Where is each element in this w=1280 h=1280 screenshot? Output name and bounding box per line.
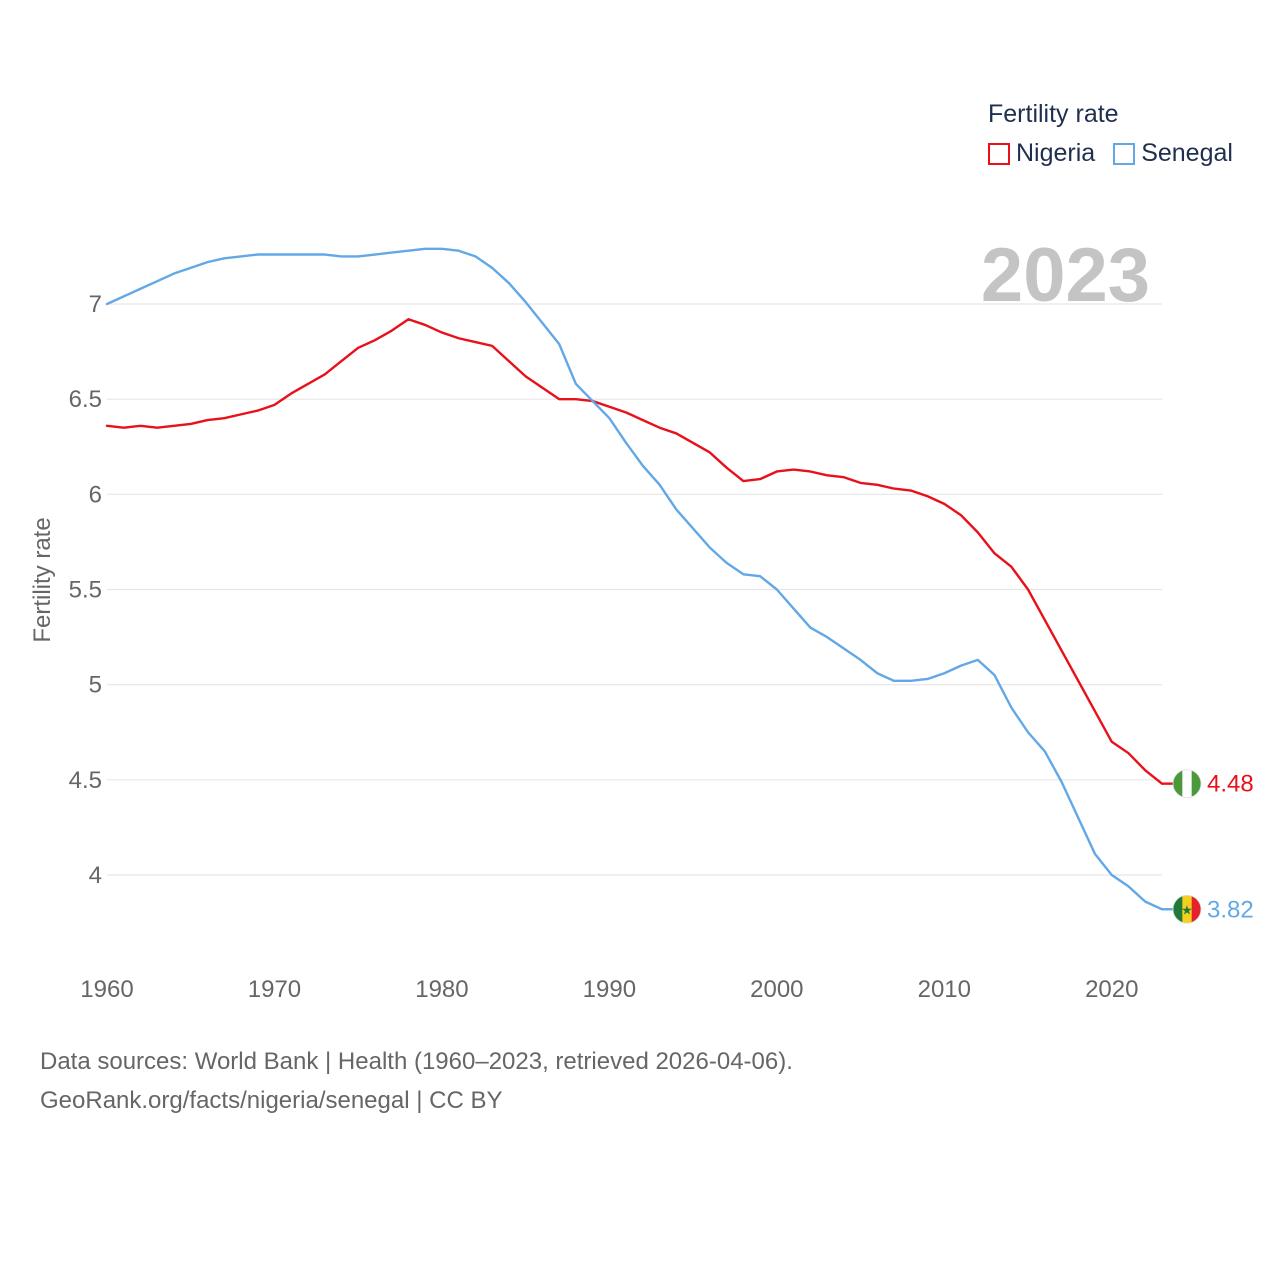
y-tick-label: 6 (89, 481, 102, 508)
series-line-nigeria (105, 318, 1164, 785)
legend-title: Fertility rate (988, 100, 1119, 128)
legend-label-nigeria: Nigeria (1016, 139, 1096, 167)
star-icon: ★ (1181, 903, 1193, 918)
x-tick-label: 1990 (583, 976, 636, 1003)
footer-sources: Data sources: World Bank | Health (1960–… (40, 1048, 793, 1075)
footer: Data sources: World Bank | Health (1960–… (40, 1042, 793, 1120)
legend-swatch-nigeria (988, 142, 1010, 165)
x-tick-label: 2010 (918, 976, 971, 1003)
senegal-flag-icon: ★ (1172, 894, 1202, 924)
y-tick-label: 6.5 (69, 386, 102, 413)
x-tick-label: 1960 (80, 976, 133, 1003)
y-tick-label: 5.5 (69, 577, 102, 604)
x-tick-label: 1970 (248, 976, 301, 1003)
end-markers: 4.48 ★ 3.82 (1162, 769, 1254, 924)
x-tick-label: 2000 (750, 976, 803, 1003)
series-lines (105, 247, 1164, 911)
y-axis-ticks: 4 4.5 5 5.5 6 6.5 7 (69, 291, 102, 889)
series-line-senegal (105, 247, 1164, 911)
x-axis-ticks: 1960 1970 1980 1990 2000 2010 2020 (80, 976, 1138, 1003)
y-axis-label: Fertility rate (29, 517, 56, 642)
legend: Fertility rate Nigeria Senegal (988, 100, 1251, 168)
legend-label-senegal: Senegal (1141, 139, 1233, 167)
legend-items: Nigeria Senegal (988, 139, 1251, 168)
end-value-senegal: 3.82 (1207, 896, 1254, 923)
year-label: 2023 (980, 233, 1150, 318)
y-tick-label: 5 (89, 672, 102, 699)
nigeria-flag-icon (1172, 769, 1202, 799)
footer-attribution[interactable]: GeoRank.org/facts/nigeria/senegal | CC B… (40, 1087, 503, 1114)
y-tick-label: 4 (89, 862, 102, 889)
y-tick-label: 4.5 (69, 767, 102, 794)
y-tick-label: 7 (89, 291, 102, 318)
grid-lines (107, 303, 1162, 876)
x-tick-label: 1980 (415, 976, 468, 1003)
legend-item-nigeria[interactable]: Nigeria (988, 139, 1095, 168)
legend-swatch-senegal (1113, 142, 1136, 165)
end-value-nigeria: 4.48 (1207, 771, 1254, 798)
legend-item-senegal[interactable]: Senegal (1113, 139, 1233, 168)
x-tick-label: 2020 (1085, 976, 1138, 1003)
